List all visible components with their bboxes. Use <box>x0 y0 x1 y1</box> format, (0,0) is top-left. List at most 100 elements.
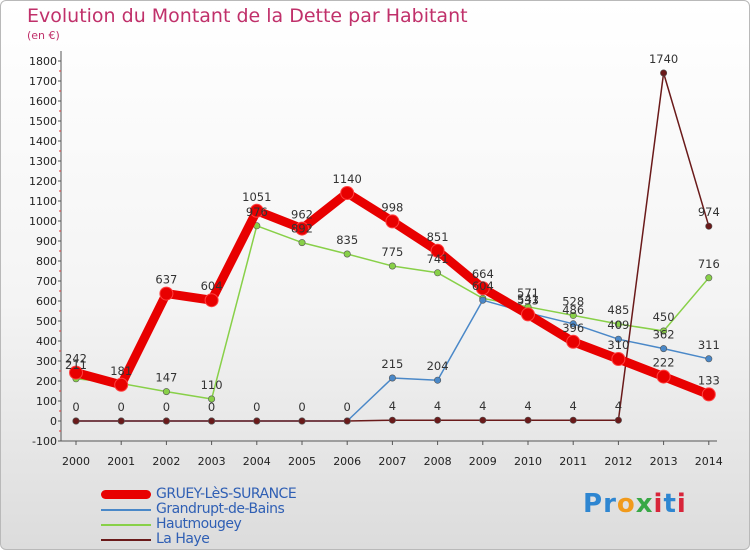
data-label: 0 <box>344 400 351 414</box>
data-point <box>298 239 306 247</box>
y-tick-label: 1700 <box>29 75 57 88</box>
y-tick-label: 1500 <box>29 115 57 128</box>
y-tick-label: 1400 <box>29 135 57 148</box>
data-label: 1740 <box>649 52 678 66</box>
data-label: 486 <box>562 303 584 317</box>
data-label: 181 <box>110 364 132 378</box>
data-label: 4 <box>479 399 486 413</box>
y-tick-label: 1100 <box>29 195 57 208</box>
data-label: 311 <box>698 338 720 352</box>
data-label: 0 <box>208 400 215 414</box>
y-tick-label: 400 <box>36 335 57 348</box>
data-point <box>614 320 622 328</box>
data-label: 604 <box>472 279 494 293</box>
data-point <box>249 203 264 218</box>
x-tick-label: 2010 <box>514 455 542 468</box>
data-label: 892 <box>291 222 313 236</box>
data-label: 396 <box>562 321 584 335</box>
data-label: 974 <box>698 205 720 219</box>
data-point <box>479 296 487 304</box>
data-point <box>295 221 309 236</box>
y-tick-label: 100 <box>36 395 57 408</box>
data-point <box>162 388 170 396</box>
data-label: 204 <box>427 359 449 373</box>
x-tick-label: 2005 <box>288 455 316 468</box>
data-label: 835 <box>336 233 358 247</box>
data-point <box>114 377 129 392</box>
data-label: 541 <box>517 292 539 306</box>
x-tick-label: 2000 <box>62 455 90 468</box>
data-label: 4 <box>389 399 396 413</box>
data-label: 775 <box>381 245 403 259</box>
data-point <box>566 334 581 349</box>
data-label: 962 <box>291 208 313 222</box>
data-label: 664 <box>472 267 494 281</box>
data-label: 4 <box>524 399 531 413</box>
data-label: 485 <box>607 303 629 317</box>
y-tick-label: 1200 <box>29 175 57 188</box>
legend-swatch <box>101 490 151 499</box>
data-point <box>569 320 577 328</box>
data-label: 1140 <box>333 172 362 186</box>
x-tick-label: 2011 <box>559 455 587 468</box>
legend-label: GRUEY-LèS-SURANCE <box>156 486 297 502</box>
chart-title: Evolution du Montant de la Dette par Hab… <box>27 5 468 27</box>
data-point <box>434 376 442 384</box>
data-label: 0 <box>163 400 170 414</box>
data-point <box>521 307 535 322</box>
x-tick-label: 2002 <box>152 455 180 468</box>
data-point <box>69 365 83 380</box>
x-tick-label: 2004 <box>243 455 271 468</box>
data-point <box>611 352 626 366</box>
data-point <box>430 243 445 258</box>
axes: -100010020030040050060070080090010001100… <box>29 51 723 468</box>
data-label: 362 <box>653 328 675 342</box>
data-point <box>343 250 351 258</box>
legend-swatch <box>101 524 151 526</box>
data-point <box>614 416 622 424</box>
data-point <box>298 417 306 425</box>
x-tick-label: 2008 <box>424 455 452 468</box>
series-layer <box>69 69 716 425</box>
data-point <box>159 286 174 301</box>
data-label: 716 <box>698 257 720 271</box>
data-label: 310 <box>607 338 629 352</box>
data-point <box>614 335 622 343</box>
data-label: 998 <box>381 200 403 214</box>
data-label: 0 <box>298 400 305 414</box>
data-label: 215 <box>381 357 403 371</box>
data-label: 0 <box>253 400 260 414</box>
legend-label: Grandrupt-de-Bains <box>156 501 285 517</box>
data-point <box>204 293 219 308</box>
y-tick-label: 1800 <box>29 55 57 68</box>
data-label: 0 <box>118 400 125 414</box>
x-tick-label: 2007 <box>378 455 406 468</box>
data-point <box>117 417 125 425</box>
unit-label: (en €) <box>27 29 60 42</box>
data-label: 571 <box>517 286 539 300</box>
y-tick-label: 700 <box>36 275 57 288</box>
data-point <box>340 186 355 200</box>
data-point <box>701 387 716 402</box>
legend-label: La Haye <box>156 531 210 547</box>
data-label: 976 <box>246 205 268 219</box>
data-label: 851 <box>427 230 449 244</box>
x-tick-label: 2014 <box>695 455 723 468</box>
data-label: 1051 <box>242 190 271 204</box>
line-chart: -100010020030040050060070080090010001100… <box>29 51 723 468</box>
data-labels: 211 147 110 976 892 835 775 741 571 528 485 450 716 2… <box>65 52 720 414</box>
data-label: 110 <box>201 378 223 392</box>
data-point <box>208 395 216 403</box>
y-tick-label: 500 <box>36 315 57 328</box>
data-label: 4 <box>615 399 622 413</box>
data-point <box>660 327 668 335</box>
data-label: 133 <box>698 373 720 387</box>
data-label: 147 <box>155 371 177 385</box>
y-tick-label: -100 <box>32 435 57 448</box>
data-label: 533 <box>517 293 539 307</box>
legend-label: Hautmougey <box>156 516 242 532</box>
data-label: 604 <box>201 279 223 293</box>
data-point <box>208 417 216 425</box>
data-point <box>705 274 713 282</box>
